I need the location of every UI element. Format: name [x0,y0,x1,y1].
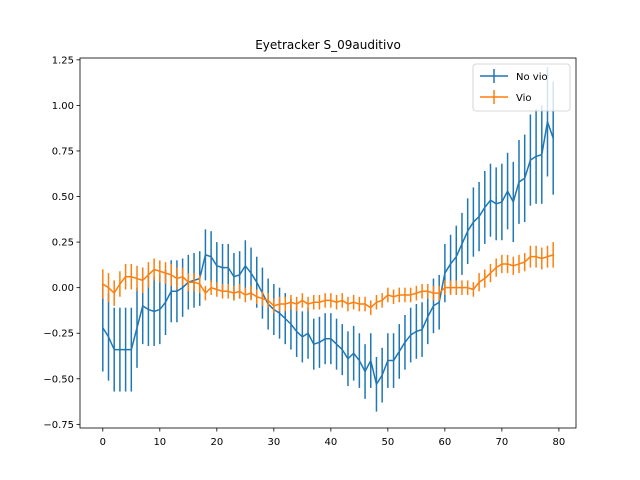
legend-item: Vio [480,90,532,104]
x-tick-label: 30 [267,437,280,448]
x-tick-label: 50 [381,437,394,448]
series-line [102,254,554,309]
x-tick-label: 0 [100,437,106,448]
y-tick-label: 0.25 [52,238,74,249]
y-tick-label: −0.50 [43,374,74,385]
y-tick-label: 0.75 [52,146,74,157]
chart-title: Eyetracker S_09auditivo [255,38,401,52]
y-tick-label: 1.25 [52,55,74,66]
y-tick-label: 0.50 [52,192,74,203]
plot-area-frame [79,57,577,429]
axes-ticks-group: 0 10 20 30 40 50 60 70 80 −0.75 −0.50 −0.25 0.00 0.25… [43,55,565,448]
y-tick-label: −0.25 [43,329,74,340]
x-tick-label: 40 [324,437,337,448]
x-tick-label: 70 [496,437,509,448]
y-tick-label: 1.00 [52,101,74,112]
legend-label: Vio [516,93,532,104]
x-tick-label: 80 [553,437,566,448]
legend-item: No vio [480,69,548,83]
x-tick-label: 60 [439,437,452,448]
y-tick-label: 0.00 [52,283,74,294]
x-tick-label: 10 [153,437,166,448]
y-tick-label: −0.75 [43,420,74,431]
legend-label: No vio [516,72,548,83]
x-tick-label: 20 [210,437,223,448]
series-1 [102,67,554,412]
series-line [102,121,554,386]
plot-series-group [102,67,554,412]
series-2 [102,242,554,315]
legend: No vio Vio [472,63,571,112]
